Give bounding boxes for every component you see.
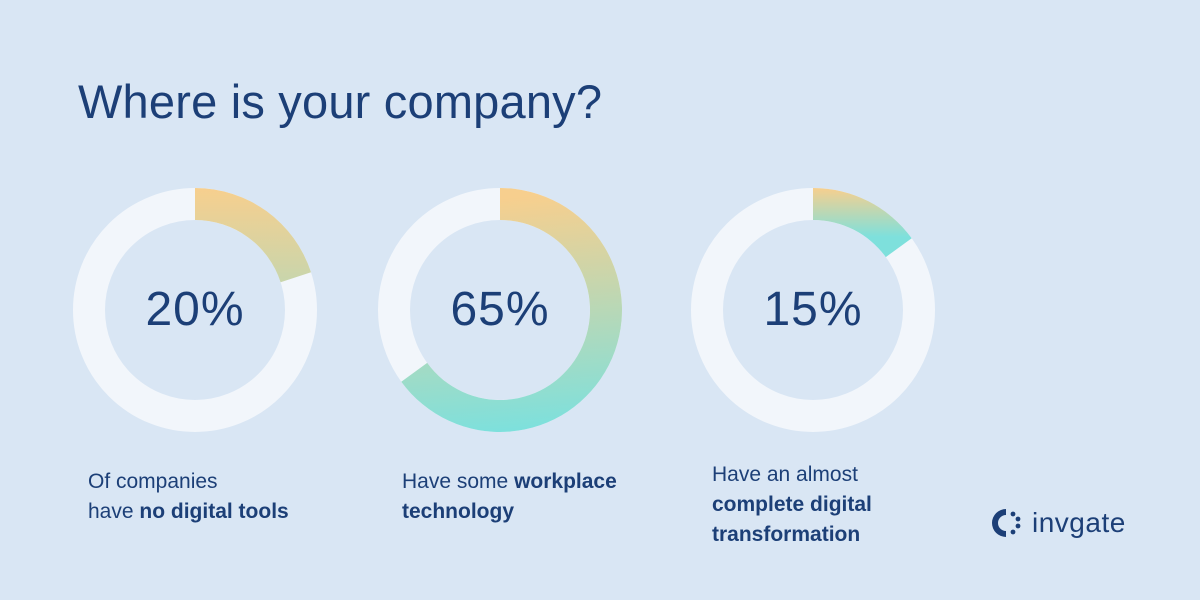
- invgate-logo: invgate: [990, 503, 1126, 543]
- page-title: Where is your company?: [78, 75, 603, 128]
- logo-text: invgate: [1032, 507, 1126, 538]
- donut-2-arc: [401, 188, 622, 432]
- invgate-logo-icon: [992, 509, 1021, 537]
- donut-1-svg: [73, 188, 317, 432]
- caption-1-bold: no digital tools: [139, 500, 289, 523]
- caption-1-prefix: have: [88, 500, 134, 523]
- donut-1-value: 20%: [145, 283, 245, 336]
- donut-1-arc: [195, 188, 312, 283]
- caption-1-line-1: Of companies: [88, 470, 218, 493]
- caption-3-line-2: complete digital: [712, 490, 872, 520]
- caption-3-bold-1: complete digital: [712, 493, 872, 516]
- caption-1-line-2: have no digital tools: [88, 497, 289, 527]
- donut-chart-3: 15%: [691, 188, 935, 432]
- donut-2-svg: [378, 188, 622, 432]
- donut-2-value: 65%: [450, 283, 550, 336]
- caption-3-line-1: Have an almost: [712, 463, 858, 486]
- donut-3-arc: [813, 188, 912, 258]
- caption-2-line-2: technology: [402, 497, 617, 527]
- caption-1: Of companies have no digital tools: [88, 467, 289, 527]
- caption-3-line-3: transformation: [712, 520, 872, 550]
- donut-3-value: 15%: [763, 283, 863, 336]
- caption-3: Have an almost complete digital transfor…: [712, 460, 872, 550]
- caption-2-bold-2: technology: [402, 500, 515, 523]
- caption-2-line-1: Have some workplace: [402, 467, 617, 497]
- caption-2: Have some workplace technology: [402, 467, 617, 527]
- caption-2-bold-1: workplace: [514, 470, 617, 493]
- donut-3-svg: [691, 188, 935, 432]
- donut-chart-2: 65%: [378, 188, 622, 432]
- caption-2-prefix: Have some: [402, 470, 509, 493]
- donut-chart-1: 20%: [73, 188, 317, 432]
- caption-3-bold-2: transformation: [712, 523, 861, 546]
